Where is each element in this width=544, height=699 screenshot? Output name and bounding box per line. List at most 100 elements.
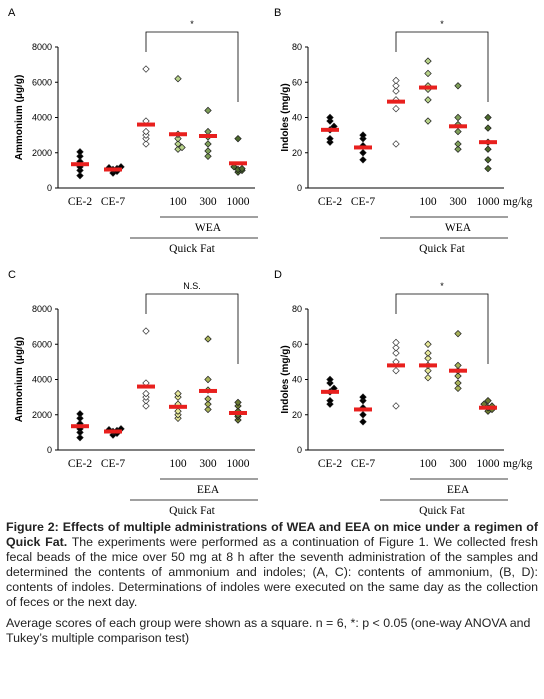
- mean-bar: [229, 161, 247, 166]
- data-point: [424, 349, 432, 357]
- figure-caption: Figure 2: Effects of multiple administra…: [6, 520, 538, 646]
- mean-bar: [169, 132, 187, 137]
- y-axis-label: Indoles (mg/g): [280, 83, 291, 151]
- data-point: [204, 400, 212, 408]
- mean-bar: [199, 134, 217, 139]
- significance-marker: *: [440, 281, 444, 291]
- mean-bar: [354, 145, 372, 150]
- significance-marker: N.S.: [183, 281, 201, 291]
- data-point: [454, 113, 462, 122]
- y-axis-label: Indoles (mg/g): [280, 345, 291, 413]
- group-label: EEA: [197, 484, 220, 496]
- data-point: [142, 389, 150, 398]
- significance-marker: *: [440, 19, 444, 29]
- data-point: [424, 57, 432, 65]
- x-unit-label: mg/kg: [503, 196, 533, 208]
- data-point: [238, 164, 246, 173]
- mean-bar: [199, 388, 217, 393]
- group-label: EEA: [447, 484, 470, 496]
- mean-bar: [449, 124, 467, 129]
- mean-bar: [137, 122, 155, 127]
- mean-bar: [137, 384, 155, 389]
- y-tick-label: 0: [47, 183, 52, 193]
- caption-body: The experiments were performed as a cont…: [6, 535, 538, 609]
- significance-bracket: [395, 293, 489, 364]
- x-category-label: 1000: [227, 458, 250, 470]
- x-category-label: CE-2: [318, 458, 343, 470]
- data-point: [204, 140, 212, 148]
- data-point: [392, 87, 400, 95]
- y-tick-label: 0: [297, 445, 302, 455]
- y-tick-label: 60: [292, 339, 302, 349]
- data-point: [484, 124, 492, 132]
- panel-d: D Indoles (mg/g) 0 20 40 60 80 * CE-2 CE-7 100 300 1…: [274, 269, 533, 517]
- data-point: [392, 104, 400, 113]
- x-category-label: CE-2: [318, 196, 343, 208]
- data-point: [174, 389, 182, 398]
- x-category-label: CE-2: [68, 196, 93, 208]
- data-point: [454, 372, 462, 380]
- x-category-label: 300: [199, 458, 217, 470]
- data-point: [392, 76, 400, 85]
- group-label: WEA: [445, 222, 472, 234]
- data-point: [424, 117, 432, 125]
- data-point: [76, 148, 84, 156]
- x-category-label: CE-2: [68, 458, 93, 470]
- data-point: [204, 147, 212, 155]
- data-point: [76, 171, 84, 180]
- mean-bar: [419, 85, 437, 90]
- data-point: [484, 164, 492, 173]
- data-point: [392, 82, 400, 90]
- mean-bar: [229, 410, 247, 415]
- significance-bracket: [395, 31, 489, 102]
- data-point: [76, 410, 84, 418]
- y-tick-label: 20: [292, 410, 302, 420]
- data-point: [484, 145, 492, 153]
- regimen-label: Quick Fat: [169, 243, 215, 255]
- data-point: [392, 349, 400, 357]
- data-point: [230, 163, 238, 171]
- panel-letter: D: [274, 269, 282, 281]
- data-point: [359, 131, 367, 139]
- data-point: [204, 127, 212, 136]
- data-point: [174, 407, 182, 415]
- y-tick-label: 40: [292, 113, 302, 123]
- mean-bar: [419, 363, 437, 368]
- data-point: [392, 338, 400, 347]
- y-tick-label: 2000: [32, 410, 52, 420]
- x-category-label: CE-7: [351, 458, 376, 470]
- data-point: [359, 411, 367, 419]
- x-category-label: 100: [169, 458, 187, 470]
- data-point: [204, 405, 212, 414]
- data-point: [76, 414, 84, 422]
- data-point: [454, 329, 462, 338]
- mean-bar: [104, 167, 122, 172]
- data-point: [454, 379, 462, 387]
- y-tick-label: 8000: [32, 42, 52, 52]
- mean-bar: [104, 429, 122, 434]
- data-point: [326, 396, 334, 405]
- data-point: [142, 140, 150, 148]
- data-point: [142, 65, 150, 73]
- regimen-label: Quick Fat: [419, 505, 465, 517]
- y-tick-label: 0: [47, 445, 52, 455]
- data-point: [484, 156, 492, 164]
- x-category-label: 300: [199, 196, 217, 208]
- data-point: [392, 140, 400, 148]
- y-axis-label: Ammonium (μg/g): [14, 337, 25, 423]
- data-point: [234, 398, 242, 407]
- y-tick-label: 40: [292, 375, 302, 385]
- data-point: [142, 327, 150, 335]
- x-category-label: CE-7: [351, 196, 376, 208]
- data-point: [454, 82, 462, 90]
- regimen-label: Quick Fat: [169, 505, 215, 517]
- y-tick-label: 80: [292, 304, 302, 314]
- y-tick-label: 0: [297, 183, 302, 193]
- regimen-label: Quick Fat: [419, 243, 465, 255]
- significance-bracket: [145, 31, 239, 102]
- mean-bar: [387, 363, 405, 368]
- mean-bar: [449, 368, 467, 373]
- data-point: [424, 374, 432, 382]
- y-tick-label: 20: [292, 148, 302, 158]
- data-point: [76, 152, 84, 160]
